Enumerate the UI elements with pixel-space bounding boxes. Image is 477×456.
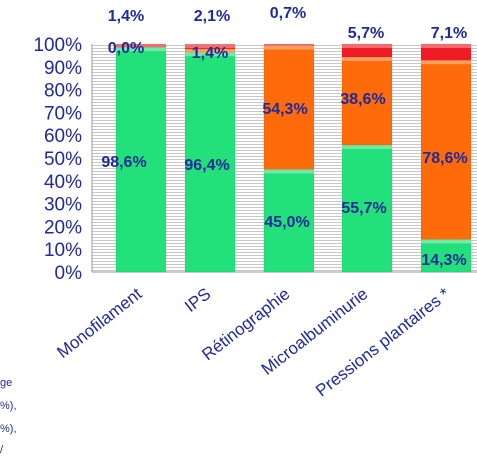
y-tick-label: 40%	[44, 172, 82, 193]
bar-segment-highlight	[342, 56, 392, 61]
value-label: 2,1%	[194, 8, 230, 25]
y-tick-label: 90%	[44, 58, 82, 79]
bar-segment-highlight	[264, 45, 314, 50]
bars	[115, 43, 472, 273]
bar-segment-highlight	[421, 44, 471, 48]
bar-segment-green	[341, 144, 393, 273]
y-tick-label: 20%	[44, 217, 82, 238]
bar-segment-highlight	[116, 44, 166, 48]
bar-segment-highlight	[421, 239, 471, 244]
value-labels: 98,6% 0,0% 1,4% 96,4% 1,4% 2,1% 45,0% 54,3% 0,7%…	[101, 5, 467, 269]
y-tick-label: 80%	[44, 81, 82, 102]
value-label: 0,0%	[108, 40, 144, 57]
category-labels: Monofilament IPSRétinographieMicroalbumin…	[53, 284, 453, 400]
category-label: Pressions plantaires *	[312, 284, 454, 400]
value-label: 1,4%	[192, 45, 228, 62]
bar-segment-green	[263, 169, 315, 273]
bar-segment-highlight	[342, 145, 392, 150]
bar-segment-highlight	[185, 44, 235, 49]
bar-segment-highlight	[264, 44, 314, 46]
y-tick-label: 70%	[44, 103, 82, 124]
y-tick-label: 30%	[44, 195, 82, 216]
y-tick-label: 100%	[33, 35, 82, 56]
y-tick-label: 50%	[44, 149, 82, 170]
y-tick-labels: 0%10%20%30%40%50%60%70%80%90%100%	[33, 35, 82, 284]
bar-segment-orange	[420, 59, 472, 240]
bar-segment-highlight	[116, 47, 166, 52]
category-label: IPS	[181, 284, 214, 316]
bar-segment-red	[115, 43, 167, 48]
bar-segment-red	[184, 43, 236, 50]
value-label: 14,3%	[421, 252, 466, 269]
footnote-line-3: %),	[0, 423, 17, 435]
bar-segment-highlight	[264, 169, 314, 174]
footnote-line-2: %),	[0, 400, 17, 412]
y-tick-label: 10%	[44, 240, 82, 261]
value-label: 7,1%	[431, 25, 467, 42]
value-label: 45,0%	[264, 214, 309, 231]
bar-segment-orange	[341, 56, 393, 146]
value-label: 5,7%	[348, 25, 384, 42]
bar-segment-green	[115, 46, 167, 273]
bar-segment-red	[341, 43, 393, 58]
bar-segment-highlight	[421, 60, 471, 65]
y-tick-label: 60%	[44, 126, 82, 147]
value-label: 78,6%	[422, 150, 467, 167]
value-label: 38,6%	[340, 91, 385, 108]
bar-segment-highlight	[185, 49, 235, 53]
bar-segment-highlight	[342, 44, 392, 48]
value-label: 55,7%	[341, 200, 386, 217]
bar-segment-highlight	[185, 52, 235, 57]
value-label: 0,7%	[270, 5, 306, 22]
value-label: 98,6%	[101, 154, 146, 171]
footnote-line-4: /	[0, 444, 4, 456]
category-label: Monofilament	[53, 284, 145, 362]
value-label: 96,4%	[184, 157, 229, 174]
bar-segment-green	[420, 239, 472, 273]
value-label: 1,4%	[108, 8, 144, 25]
bar-segment-green	[184, 51, 236, 273]
bar-segment-red	[420, 43, 472, 61]
value-label: 54,3%	[262, 101, 307, 118]
y-tick-label: 0%	[55, 263, 83, 284]
footnote-line-1: ge	[0, 377, 13, 389]
bar-segment-red	[263, 43, 315, 46]
